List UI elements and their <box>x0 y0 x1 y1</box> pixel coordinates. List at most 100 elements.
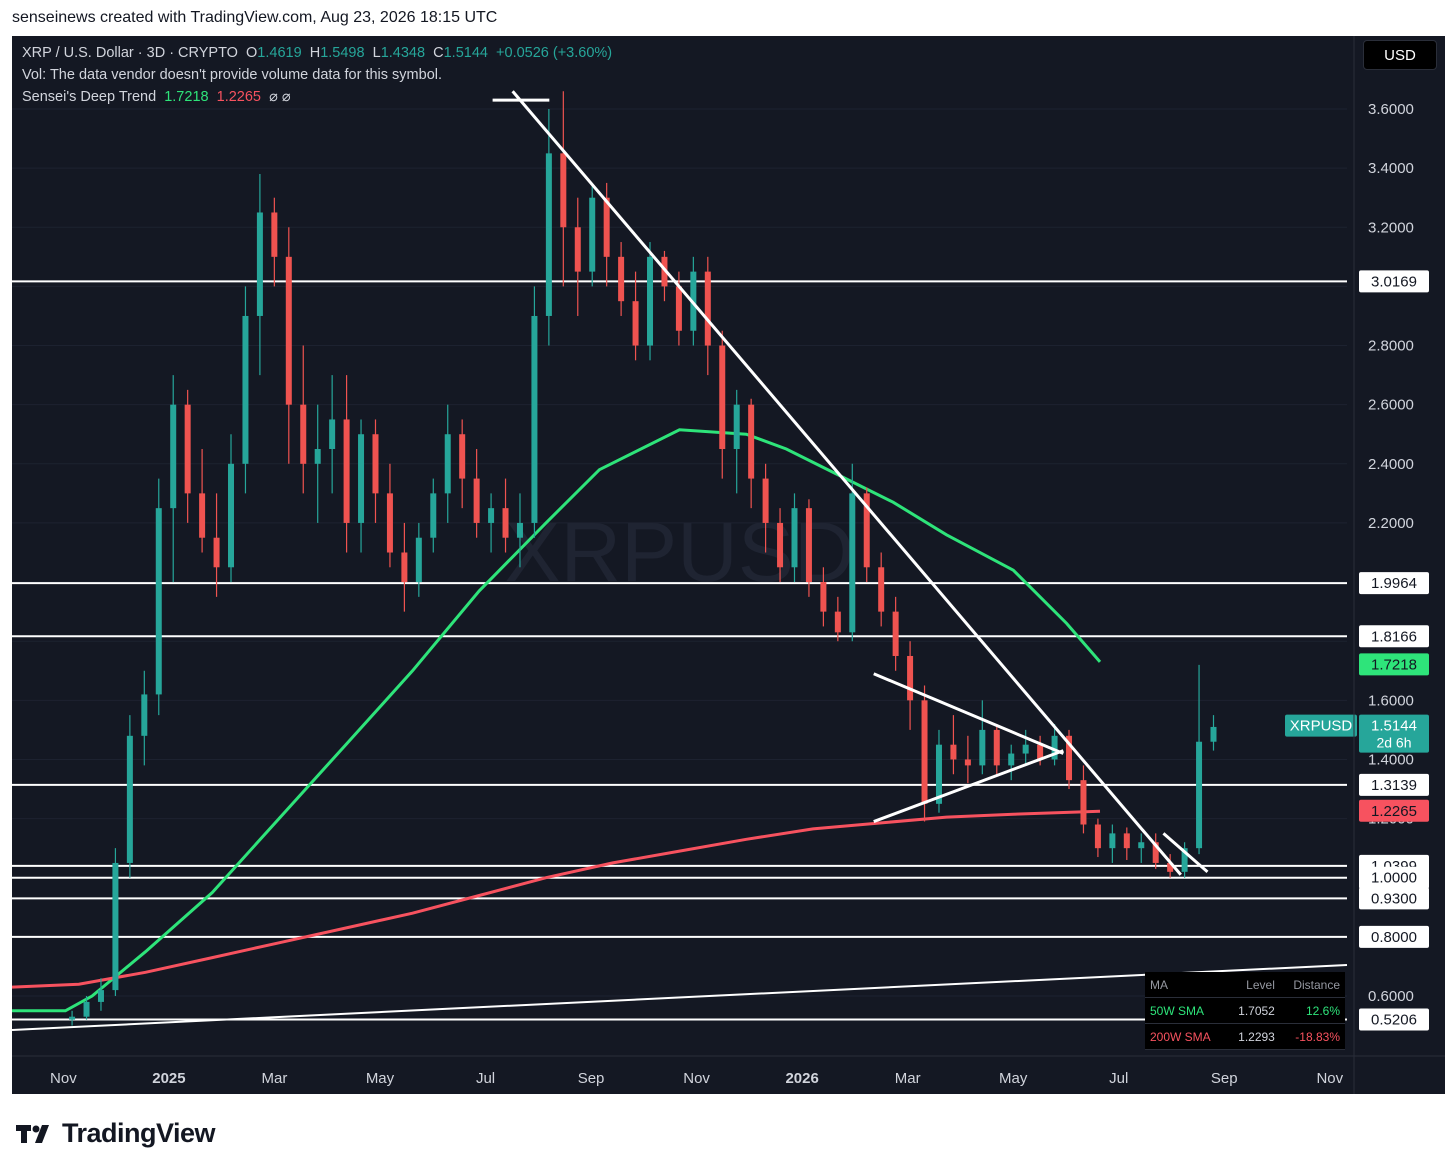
candle-body <box>242 315 249 464</box>
candle-body <box>1008 753 1015 766</box>
candle-body <box>603 197 610 257</box>
time-axis-tick: Jul <box>1109 1070 1128 1087</box>
candle-body <box>748 404 755 479</box>
candle-body <box>300 404 307 464</box>
candle-body <box>1094 824 1101 849</box>
time-axis-tick: 2025 <box>152 1070 185 1087</box>
triangle-lower-line <box>873 749 1064 823</box>
candle-body <box>589 197 596 272</box>
time-axis-tick: Nov <box>1316 1070 1343 1087</box>
price-axis-tick: 3.6000 <box>1368 101 1414 118</box>
candle-body <box>444 434 451 494</box>
price-axis-tick: 3.4000 <box>1368 160 1414 177</box>
candle-body <box>516 522 523 538</box>
wedge-line <box>1162 832 1209 873</box>
table-row: 50W SMA 1.7052 12.6% <box>1145 997 1345 1024</box>
price-axis-tick: 1.4000 <box>1368 751 1414 768</box>
indicator-name[interactable]: Sensei's Deep Trend <box>22 89 157 105</box>
candle-body <box>1181 848 1188 872</box>
currency-button[interactable]: USD <box>1363 40 1437 70</box>
price-axis-tick: 2.2000 <box>1368 515 1414 532</box>
candle-body <box>83 1001 90 1017</box>
candle-body <box>1152 842 1159 863</box>
candle-body <box>271 212 278 257</box>
candle-body <box>863 493 870 568</box>
table-row: 200W SMA 1.2293 -18.83% <box>1145 1023 1345 1050</box>
time-axis-tick: Nov <box>50 1070 77 1087</box>
time-axis-tick: May <box>366 1070 395 1087</box>
candle-body <box>372 434 379 494</box>
candle-body <box>935 744 942 804</box>
candle-body <box>791 508 798 568</box>
candle-body <box>155 508 162 695</box>
ma-distance-200w: -18.83% <box>1279 1023 1345 1050</box>
candle-body <box>170 404 177 509</box>
change-value: +0.0526 (+3.60%) <box>496 45 613 61</box>
ma-level-200w: 1.2293 <box>1226 1023 1280 1050</box>
candle-body <box>1037 744 1044 760</box>
ma-name-50w: 50W SMA <box>1145 997 1227 1024</box>
table-header-row: MA Level Distance <box>1145 972 1345 998</box>
level-tag <box>1359 887 1429 910</box>
ma-price-tag-label: 1.7218 <box>1371 656 1417 673</box>
time-axis-tick: Sep <box>1211 1070 1238 1087</box>
indicator-na-icon: ⌀ ⌀ <box>269 89 291 105</box>
candle-body <box>907 655 914 701</box>
candle-body <box>1196 741 1203 849</box>
candle-body <box>1109 833 1116 849</box>
time-axis-tick: Sep <box>578 1070 605 1087</box>
candle-body <box>560 153 567 228</box>
candle-body <box>329 419 336 450</box>
last-price-label: 1.5144 <box>1371 718 1417 735</box>
level-tag-label: 0.9300 <box>1371 890 1417 907</box>
ma-200w-line <box>12 809 1101 989</box>
level-tag <box>1359 925 1429 948</box>
candle-body <box>126 735 133 863</box>
price-axis-tick: 2.4000 <box>1368 456 1414 473</box>
symbol-tag-label: XRPUSD <box>1290 718 1353 735</box>
volume-note: Vol: The data vendor doesn't provide vol… <box>22 67 443 83</box>
candle-body <box>97 990 104 1002</box>
time-axis-tick: May <box>999 1070 1028 1087</box>
symbol-title[interactable]: XRP / U.S. Dollar · 3D · CRYPTO <box>22 45 238 61</box>
level-tag-label: 0.5206 <box>1371 1011 1417 1028</box>
candle-body <box>950 744 957 760</box>
level-tag-label: 1.0000 <box>1371 870 1417 887</box>
symbol-tag <box>1285 714 1357 737</box>
chart-caption: senseinews created with TradingView.com,… <box>12 9 498 26</box>
price-chart[interactable]: XRPUSD 3.6000 3.4000 3.2000 2.8000 2.6000 2.40… <box>12 36 1445 1094</box>
candle-body <box>488 508 495 523</box>
candle-body <box>1210 726 1217 742</box>
ma-name-200w: 200W SMA <box>1145 1023 1227 1050</box>
price-axis-tick: 1.6000 <box>1368 692 1414 709</box>
price-axis-tick: 2.8000 <box>1368 338 1414 355</box>
descending-trendline <box>511 90 1182 876</box>
candle-body <box>213 537 220 568</box>
watermark-text: XRPUSD <box>504 505 854 599</box>
level-tag <box>1359 773 1429 796</box>
triangle-upper-line <box>873 672 1064 755</box>
candle-body <box>632 301 639 346</box>
candle-body <box>545 153 552 316</box>
candle-body <box>285 256 292 405</box>
price-axis-tick: 2.6000 <box>1368 397 1414 414</box>
chart-frame[interactable]: XRPUSD 3.6000 3.4000 3.2000 2.8000 2.6000 2.40… <box>12 36 1445 1094</box>
time-axis-tick: Mar <box>895 1070 921 1087</box>
ma-price-tag <box>1359 653 1429 676</box>
candle-body <box>343 419 350 523</box>
indicator-value-slow: 1.2265 <box>216 89 261 105</box>
level-tag <box>1359 866 1429 889</box>
candle-body <box>1080 780 1087 825</box>
level-tag <box>1359 1008 1429 1031</box>
candle-body <box>647 256 654 346</box>
candle-body <box>1066 735 1073 781</box>
last-price-tag <box>1359 714 1429 753</box>
candle-body <box>199 493 206 538</box>
level-tag-label: 3.0169 <box>1371 273 1417 290</box>
open-value: 1.4619 <box>257 45 302 61</box>
candle-body <box>820 582 827 612</box>
indicator-legend[interactable]: Sensei's Deep Trend 1.7218 1.2265 ⌀ ⌀ <box>22 89 291 105</box>
level-tag <box>1359 625 1429 648</box>
high-label: H <box>309 45 321 61</box>
candle-body <box>675 286 682 331</box>
